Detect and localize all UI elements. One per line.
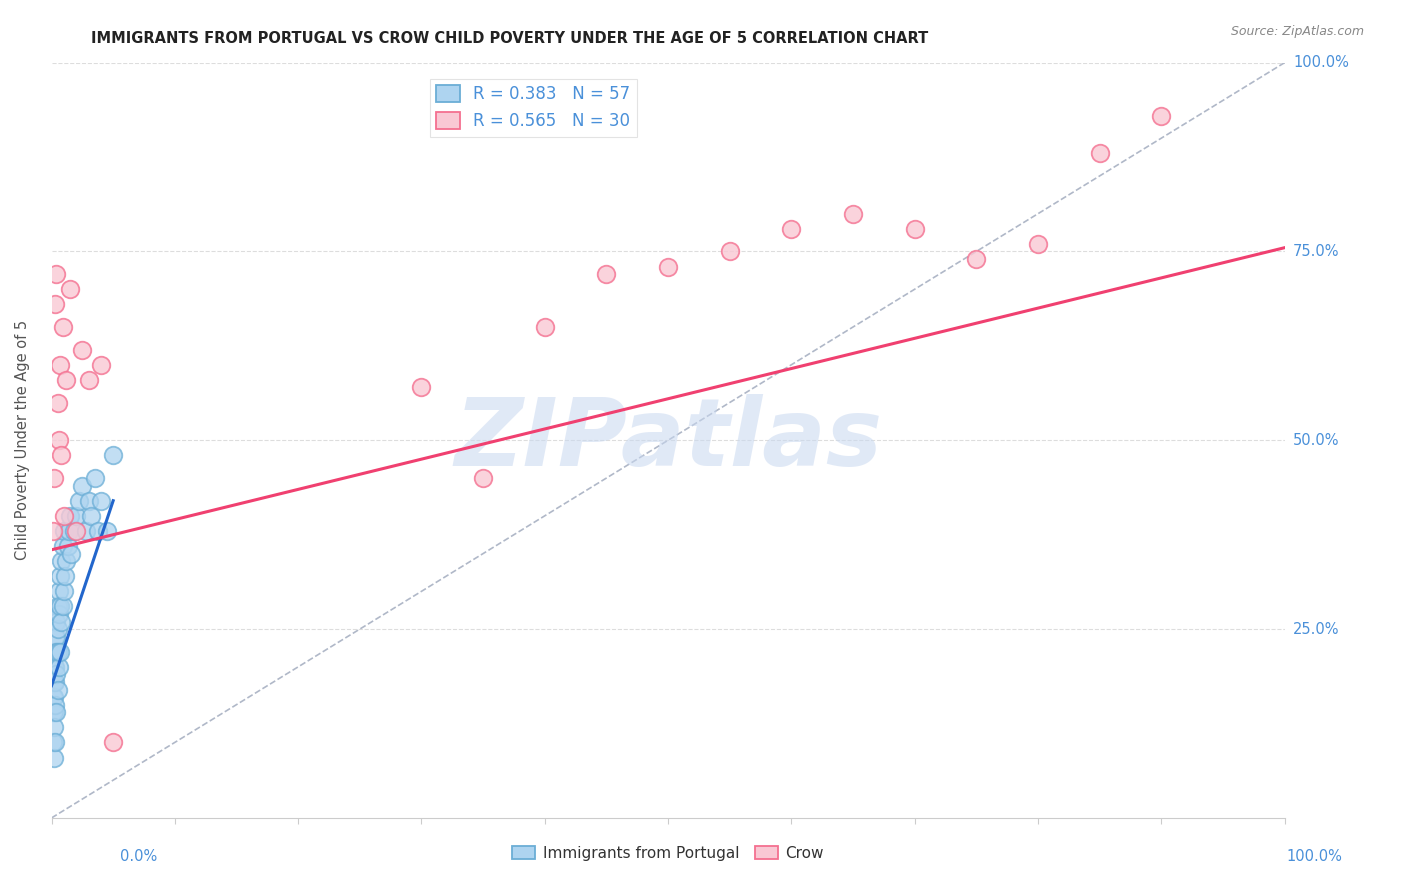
Point xyxy=(83,471,105,485)
Point xyxy=(52,524,75,538)
Point xyxy=(59,508,82,523)
Point xyxy=(52,599,75,614)
Point xyxy=(58,524,80,538)
Point xyxy=(42,645,65,659)
Point xyxy=(42,524,65,538)
Text: 75.0%: 75.0% xyxy=(1294,244,1340,259)
Point xyxy=(90,358,112,372)
Point xyxy=(49,358,72,372)
Point xyxy=(42,735,65,749)
Point xyxy=(657,260,679,274)
Point xyxy=(55,373,77,387)
Point xyxy=(42,675,65,690)
Point xyxy=(46,682,69,697)
Point xyxy=(65,524,87,538)
Point xyxy=(42,660,65,674)
Point xyxy=(42,660,65,674)
Point xyxy=(46,395,69,409)
Text: 100.0%: 100.0% xyxy=(1294,55,1348,70)
Point xyxy=(48,584,70,599)
Point xyxy=(49,645,72,659)
Point xyxy=(42,750,65,764)
Text: 50.0%: 50.0% xyxy=(1294,433,1340,448)
Point xyxy=(45,615,67,629)
Point xyxy=(101,735,124,749)
Point xyxy=(965,252,987,266)
Point xyxy=(46,599,69,614)
Point xyxy=(77,373,100,387)
Point xyxy=(62,524,84,538)
Legend: R = 0.383   N = 57, R = 0.565   N = 30: R = 0.383 N = 57, R = 0.565 N = 30 xyxy=(430,78,637,136)
Point xyxy=(42,690,65,704)
Text: Source: ZipAtlas.com: Source: ZipAtlas.com xyxy=(1230,25,1364,38)
Point xyxy=(45,705,67,719)
Point xyxy=(48,434,70,448)
Point xyxy=(904,222,927,236)
Point xyxy=(52,539,75,553)
Point xyxy=(49,599,72,614)
Text: 25.0%: 25.0% xyxy=(1294,622,1340,637)
Point xyxy=(90,493,112,508)
Point xyxy=(780,222,803,236)
Point xyxy=(44,698,66,712)
Point xyxy=(42,675,65,690)
Text: 100.0%: 100.0% xyxy=(1286,849,1343,863)
Point xyxy=(53,569,76,583)
Point xyxy=(52,320,75,334)
Point xyxy=(77,493,100,508)
Point xyxy=(1026,236,1049,251)
Point xyxy=(48,607,70,621)
Point xyxy=(533,320,555,334)
Point xyxy=(45,630,67,644)
Point xyxy=(60,547,83,561)
Point xyxy=(1150,108,1173,122)
Text: ZIPatlas: ZIPatlas xyxy=(454,394,882,486)
Point xyxy=(472,471,495,485)
Point xyxy=(55,554,77,568)
Point xyxy=(595,267,617,281)
Point xyxy=(46,622,69,636)
Point xyxy=(56,539,79,553)
Text: IMMIGRANTS FROM PORTUGAL VS CROW CHILD POVERTY UNDER THE AGE OF 5 CORRELATION CH: IMMIGRANTS FROM PORTUGAL VS CROW CHILD P… xyxy=(91,31,928,46)
Point xyxy=(45,645,67,659)
Point xyxy=(42,471,65,485)
Point xyxy=(51,449,73,463)
Point xyxy=(75,524,97,538)
Point xyxy=(411,380,433,394)
Point xyxy=(44,675,66,690)
Point xyxy=(72,478,94,492)
Point xyxy=(42,690,65,704)
Point xyxy=(45,667,67,681)
Point xyxy=(52,584,75,599)
Point xyxy=(42,705,65,719)
Point xyxy=(44,630,66,644)
Point xyxy=(42,720,65,734)
Text: 0.0%: 0.0% xyxy=(120,849,156,863)
Point xyxy=(96,524,118,538)
Point xyxy=(101,449,124,463)
Point xyxy=(44,735,66,749)
Point xyxy=(80,508,103,523)
Point xyxy=(87,524,110,538)
Point xyxy=(44,645,66,659)
Point xyxy=(48,660,70,674)
Point xyxy=(49,569,72,583)
Point xyxy=(59,282,82,296)
Point xyxy=(44,297,66,311)
Point xyxy=(44,660,66,674)
Point xyxy=(718,244,741,259)
Point xyxy=(842,207,865,221)
Point xyxy=(51,554,73,568)
Point xyxy=(52,508,75,523)
Y-axis label: Child Poverty Under the Age of 5: Child Poverty Under the Age of 5 xyxy=(15,320,30,560)
Point xyxy=(1088,146,1111,161)
Point xyxy=(72,343,94,357)
Point xyxy=(65,508,87,523)
Point xyxy=(45,267,67,281)
Point xyxy=(42,705,65,719)
Point xyxy=(51,615,73,629)
Point xyxy=(46,645,69,659)
Point xyxy=(67,493,90,508)
